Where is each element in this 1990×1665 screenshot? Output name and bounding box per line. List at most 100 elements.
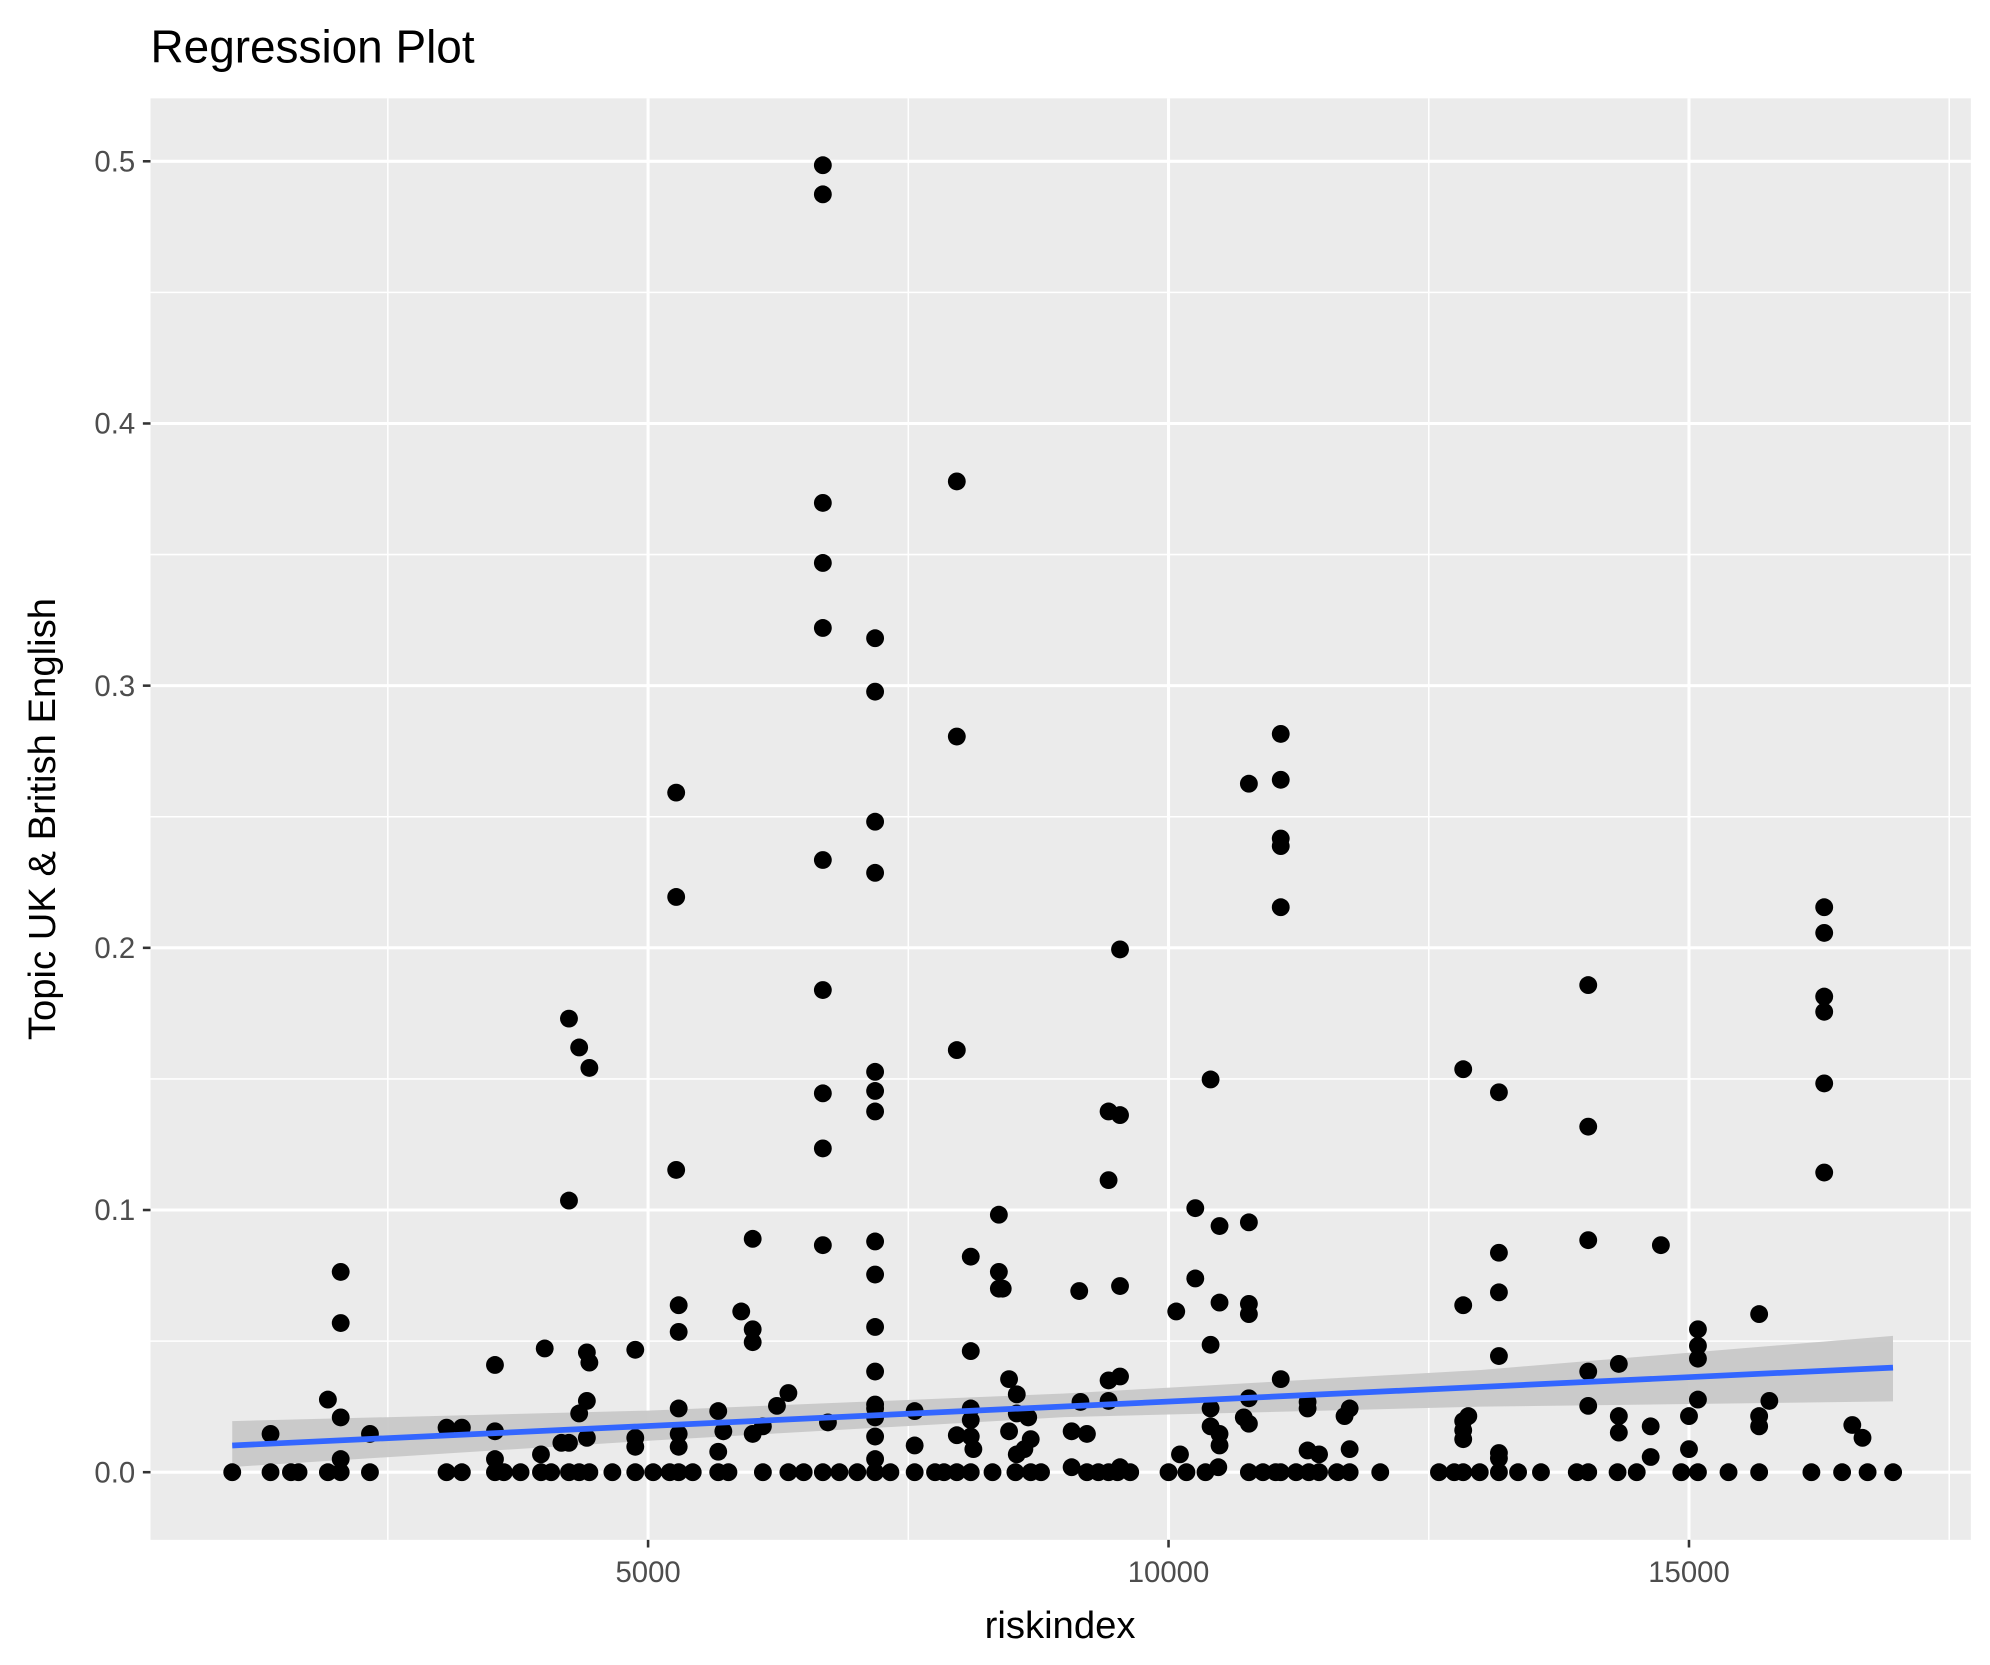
x-tick-label: 10000 — [1128, 1556, 1210, 1589]
data-point — [486, 1450, 504, 1469]
data-point — [1641, 1448, 1660, 1466]
data-point — [669, 1424, 688, 1443]
data-point — [1159, 1463, 1178, 1482]
data-point — [866, 682, 885, 701]
data-point — [1489, 1347, 1508, 1365]
data-point — [1310, 1463, 1328, 1482]
data-point — [577, 1428, 596, 1447]
data-point — [866, 1102, 885, 1121]
data-point — [1489, 1243, 1508, 1262]
data-point — [1843, 1416, 1862, 1434]
data-point — [626, 1463, 645, 1482]
data-point — [644, 1463, 663, 1482]
data-point — [813, 493, 832, 512]
data-point — [779, 1384, 798, 1402]
data-point — [1099, 1171, 1118, 1190]
plot-panel — [150, 98, 1971, 1540]
data-point — [1833, 1463, 1852, 1482]
minor-gridlines — [150, 98, 1971, 1540]
data-point — [779, 1463, 798, 1482]
data-point — [830, 1463, 849, 1482]
data-point — [1750, 1305, 1769, 1324]
data-point — [580, 1058, 599, 1077]
data-point — [1719, 1463, 1738, 1482]
data-point — [1111, 940, 1129, 959]
data-point — [866, 1265, 885, 1284]
data-point — [1287, 1463, 1305, 1482]
data-point — [1509, 1463, 1527, 1482]
data-point — [1298, 1399, 1317, 1418]
data-point — [905, 1463, 924, 1482]
data-point — [1672, 1463, 1691, 1482]
data-point — [577, 1391, 596, 1410]
y-tick-label: 0.0 — [94, 1456, 135, 1489]
data-point — [1858, 1463, 1877, 1482]
confidence-band — [232, 1335, 1894, 1467]
data-point — [318, 1390, 337, 1409]
data-point — [1579, 1362, 1598, 1381]
data-point — [813, 619, 832, 637]
data-point — [1328, 1463, 1346, 1482]
data-point — [947, 1426, 966, 1445]
data-point — [753, 1463, 772, 1482]
y-tick-label: 0.3 — [94, 670, 135, 703]
data-point — [1209, 1458, 1228, 1477]
data-point — [947, 727, 966, 746]
data-point — [1239, 1305, 1258, 1324]
major-gridlines — [150, 98, 1971, 1540]
data-point — [1680, 1407, 1698, 1426]
data-point — [848, 1463, 867, 1482]
data-point — [437, 1418, 456, 1437]
data-point — [1070, 1282, 1089, 1300]
data-point — [1689, 1320, 1707, 1339]
data-point — [667, 888, 686, 906]
data-point — [1271, 770, 1290, 789]
data-point — [1111, 1277, 1129, 1295]
data-point — [881, 1463, 900, 1482]
data-point — [560, 1009, 578, 1028]
data-point — [1454, 1296, 1473, 1315]
data-point — [626, 1340, 645, 1359]
data-point — [813, 1139, 832, 1158]
data-point — [1470, 1463, 1489, 1482]
data-point — [866, 863, 885, 882]
x-tick-label: 5000 — [615, 1556, 680, 1589]
data-point — [961, 1342, 980, 1361]
y-axis-label: Topic UK & British English — [21, 598, 64, 1040]
data-point — [709, 1402, 728, 1421]
data-point — [866, 1232, 885, 1251]
data-point — [866, 1062, 885, 1081]
data-point — [486, 1356, 504, 1374]
data-point — [331, 1408, 350, 1427]
data-point — [542, 1463, 561, 1482]
data-point — [1186, 1199, 1205, 1218]
data-point — [1111, 1367, 1129, 1386]
data-point — [570, 1038, 589, 1057]
data-point — [1371, 1463, 1390, 1482]
data-point — [743, 1320, 762, 1339]
data-point — [580, 1353, 599, 1372]
data-point — [331, 1262, 350, 1281]
data-point — [866, 812, 885, 831]
data-point — [452, 1463, 471, 1482]
data-point — [437, 1463, 456, 1482]
data-point — [1489, 1083, 1508, 1102]
data-point — [1006, 1463, 1025, 1482]
data-point — [947, 472, 966, 491]
data-point — [813, 1463, 832, 1482]
data-point — [669, 1296, 688, 1315]
data-point — [1489, 1283, 1508, 1302]
data-point — [1340, 1440, 1359, 1459]
data-point — [1750, 1417, 1769, 1436]
data-point — [1239, 1213, 1258, 1232]
data-point — [223, 1463, 242, 1482]
data-point — [667, 783, 686, 802]
data-point — [669, 1323, 688, 1341]
data-point — [813, 554, 832, 572]
data-point — [743, 1229, 762, 1248]
data-point — [532, 1445, 550, 1464]
data-point — [560, 1191, 578, 1210]
data-point — [1121, 1463, 1140, 1482]
data-point — [1579, 1396, 1598, 1415]
data-point — [1062, 1422, 1081, 1441]
